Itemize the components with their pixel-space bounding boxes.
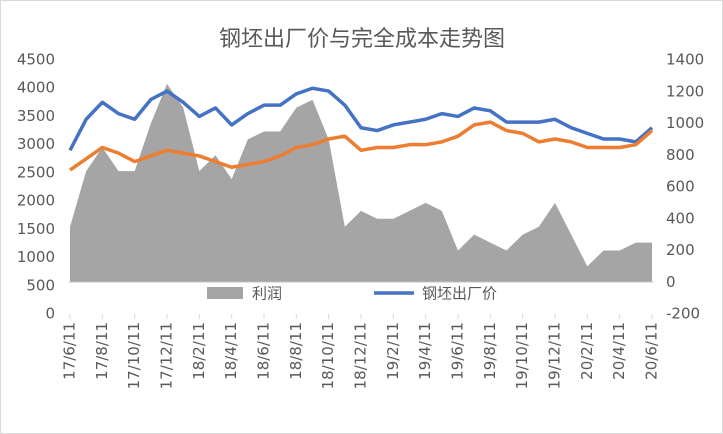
y2-tick-label: -200 [666, 305, 700, 323]
x-tick-label: 20/6/11 [643, 322, 661, 380]
chart-title: 钢坯出厂价与完全成本走势图 [219, 27, 505, 52]
y2-tick-label: 600 [666, 178, 695, 196]
series-line [68, 120, 654, 172]
y2-tick-label: 800 [666, 146, 695, 164]
y2-tick-label: 0 [666, 273, 676, 291]
y2-tick-label: 1000 [666, 114, 704, 132]
y2-tick-label: 1200 [666, 82, 704, 100]
x-tick-label: 19/2/11 [384, 322, 402, 380]
x-tick-label: 18/4/11 [222, 322, 240, 380]
x-tick-label: 19/6/11 [449, 322, 467, 380]
y-tick-label: 4500 [17, 51, 55, 69]
x-tick-label: 18/2/11 [190, 322, 208, 380]
x-tick-label: 18/12/11 [352, 322, 370, 389]
y-tick-label: 3500 [17, 107, 55, 125]
x-tick-label: 20/2/11 [578, 322, 596, 380]
x-tick-label: 17/10/11 [125, 322, 143, 389]
y-tick-label: 2000 [17, 192, 55, 210]
series-line [68, 86, 654, 152]
y-tick-label: 500 [26, 276, 55, 294]
x-tick-label: 18/6/11 [255, 322, 273, 380]
legend-label: 钢坯出厂价 [422, 285, 497, 303]
y-tick-label: 1500 [17, 220, 55, 238]
x-tick-label: 20/4/11 [610, 322, 628, 380]
x-tick-label: 19/10/11 [513, 322, 531, 389]
legend-swatch [207, 287, 243, 299]
y2-tick-label: 200 [666, 241, 695, 259]
legend-label: 利润 [252, 285, 282, 303]
x-tick-label: 18/8/11 [287, 322, 305, 380]
x-tick-label: 17/12/11 [158, 322, 176, 389]
x-tick-label: 17/8/11 [93, 322, 111, 380]
x-tick-label: 17/6/11 [61, 322, 79, 380]
y-tick-label: 1000 [17, 248, 55, 266]
x-tick-label: 18/10/11 [319, 322, 337, 389]
y-tick-label: 4000 [17, 79, 55, 97]
x-tick-label: 19/8/11 [481, 322, 499, 380]
profit-area [70, 83, 652, 283]
x-tick-label: 19/4/11 [416, 322, 434, 380]
y-tick-label: 3000 [17, 135, 55, 153]
y2-tick-label: 400 [666, 209, 695, 227]
y-tick-label: 0 [45, 305, 55, 323]
y-tick-label: 2500 [17, 163, 55, 181]
x-tick-label: 19/12/11 [546, 322, 564, 389]
y2-tick-label: 1400 [666, 51, 704, 69]
